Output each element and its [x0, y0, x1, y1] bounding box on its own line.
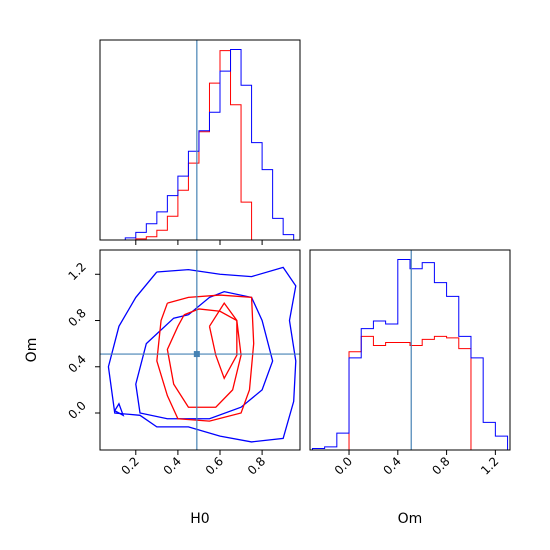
histogram-Om-x-tick-label: 0.4: [381, 454, 404, 477]
contour-line: [156, 294, 255, 422]
truth-marker: [193, 351, 200, 358]
histogram-Om-series: [312, 335, 508, 451]
contour-y-tick-label: 0.8: [65, 306, 88, 329]
contour-line: [208, 302, 238, 380]
histogram-Om-x-tick-label: 0.8: [429, 454, 452, 477]
contour-y-tick-label: 0.0: [65, 398, 88, 421]
x-axis-label-Om: Om: [398, 511, 423, 527]
histogram-H0-series: [104, 49, 295, 241]
contour-x-tick-label: 0.4: [161, 454, 184, 477]
histogram-Om-series: [311, 259, 509, 450]
histogram-panel-H0: [99, 39, 301, 245]
histogram-Om-x-tick-label: 1.2: [478, 454, 501, 477]
histogram-H0-frame: [99, 39, 301, 241]
contour-x-tick-label: 0.6: [203, 454, 226, 477]
histogram-Om-frame: [309, 249, 511, 451]
contour-y-tick-label: 1.2: [65, 260, 88, 283]
histogram-H0-series: [104, 50, 294, 241]
contour-frame: [99, 249, 301, 451]
contour-line: [135, 290, 274, 420]
histogram-panel-Om: 0.0 0.4 0.8 1.2: [309, 249, 511, 478]
contour-line: [166, 308, 242, 408]
contour-line: [107, 266, 297, 443]
contour-line: [114, 402, 125, 417]
x-axis-label-H0: H0: [190, 511, 209, 527]
contour-x-tick-label: 0.8: [245, 454, 268, 477]
contour-x-tick-label: 0.2: [119, 454, 142, 477]
histogram-Om-x-tick-label: 0.0: [332, 454, 355, 477]
contour-y-tick-label: 0.4: [65, 352, 88, 375]
y-axis-label-Om: Om: [24, 338, 40, 363]
contour-panel-H0-Om: 0.2 0.4 0.6 0.8 0.0 0.4 0.8 1.2: [65, 249, 301, 478]
